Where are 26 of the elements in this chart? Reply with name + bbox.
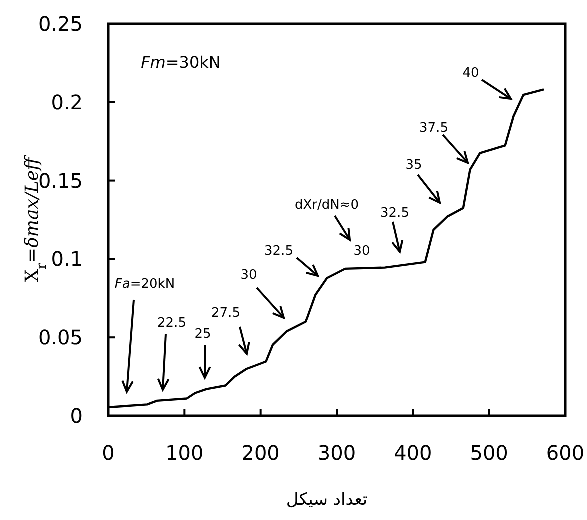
annotation: Fm=30kN bbox=[141, 53, 221, 72]
x-tick-label: 100 bbox=[166, 441, 204, 465]
x-tick-label: 200 bbox=[242, 441, 280, 465]
y-tick-label: 0.25 bbox=[38, 12, 83, 36]
annotation: 32.5 bbox=[380, 206, 410, 221]
annotation: 37.5 bbox=[420, 121, 448, 136]
annotation: 22.5 bbox=[158, 316, 186, 331]
annotation: dXr/dN≈0 bbox=[294, 198, 360, 213]
annotation: 40 bbox=[462, 66, 480, 81]
y-tick-label: 0 bbox=[70, 404, 83, 428]
annotation: Fa=20kN bbox=[114, 277, 176, 292]
x-tick-label: 300 bbox=[318, 441, 356, 465]
y-tick-label: 0.2 bbox=[51, 90, 83, 114]
y-tick-label: 0.1 bbox=[51, 247, 83, 272]
annotation: 35 bbox=[406, 158, 422, 173]
annotation: 25 bbox=[194, 327, 212, 342]
x-tick-label: 400 bbox=[394, 441, 432, 465]
y-tick-label: 0.05 bbox=[38, 326, 83, 350]
annotation: 30 bbox=[354, 244, 370, 259]
annotation: 30 bbox=[240, 268, 258, 283]
x-tick-label: 600 bbox=[546, 441, 585, 465]
annotation: 32.5 bbox=[264, 244, 294, 259]
x-tick-label: 500 bbox=[470, 441, 508, 465]
x-tick-label: 0 bbox=[102, 441, 115, 465]
x-axis-title: تعداد سیکل bbox=[286, 490, 368, 510]
annotation: 27.5 bbox=[212, 306, 240, 321]
